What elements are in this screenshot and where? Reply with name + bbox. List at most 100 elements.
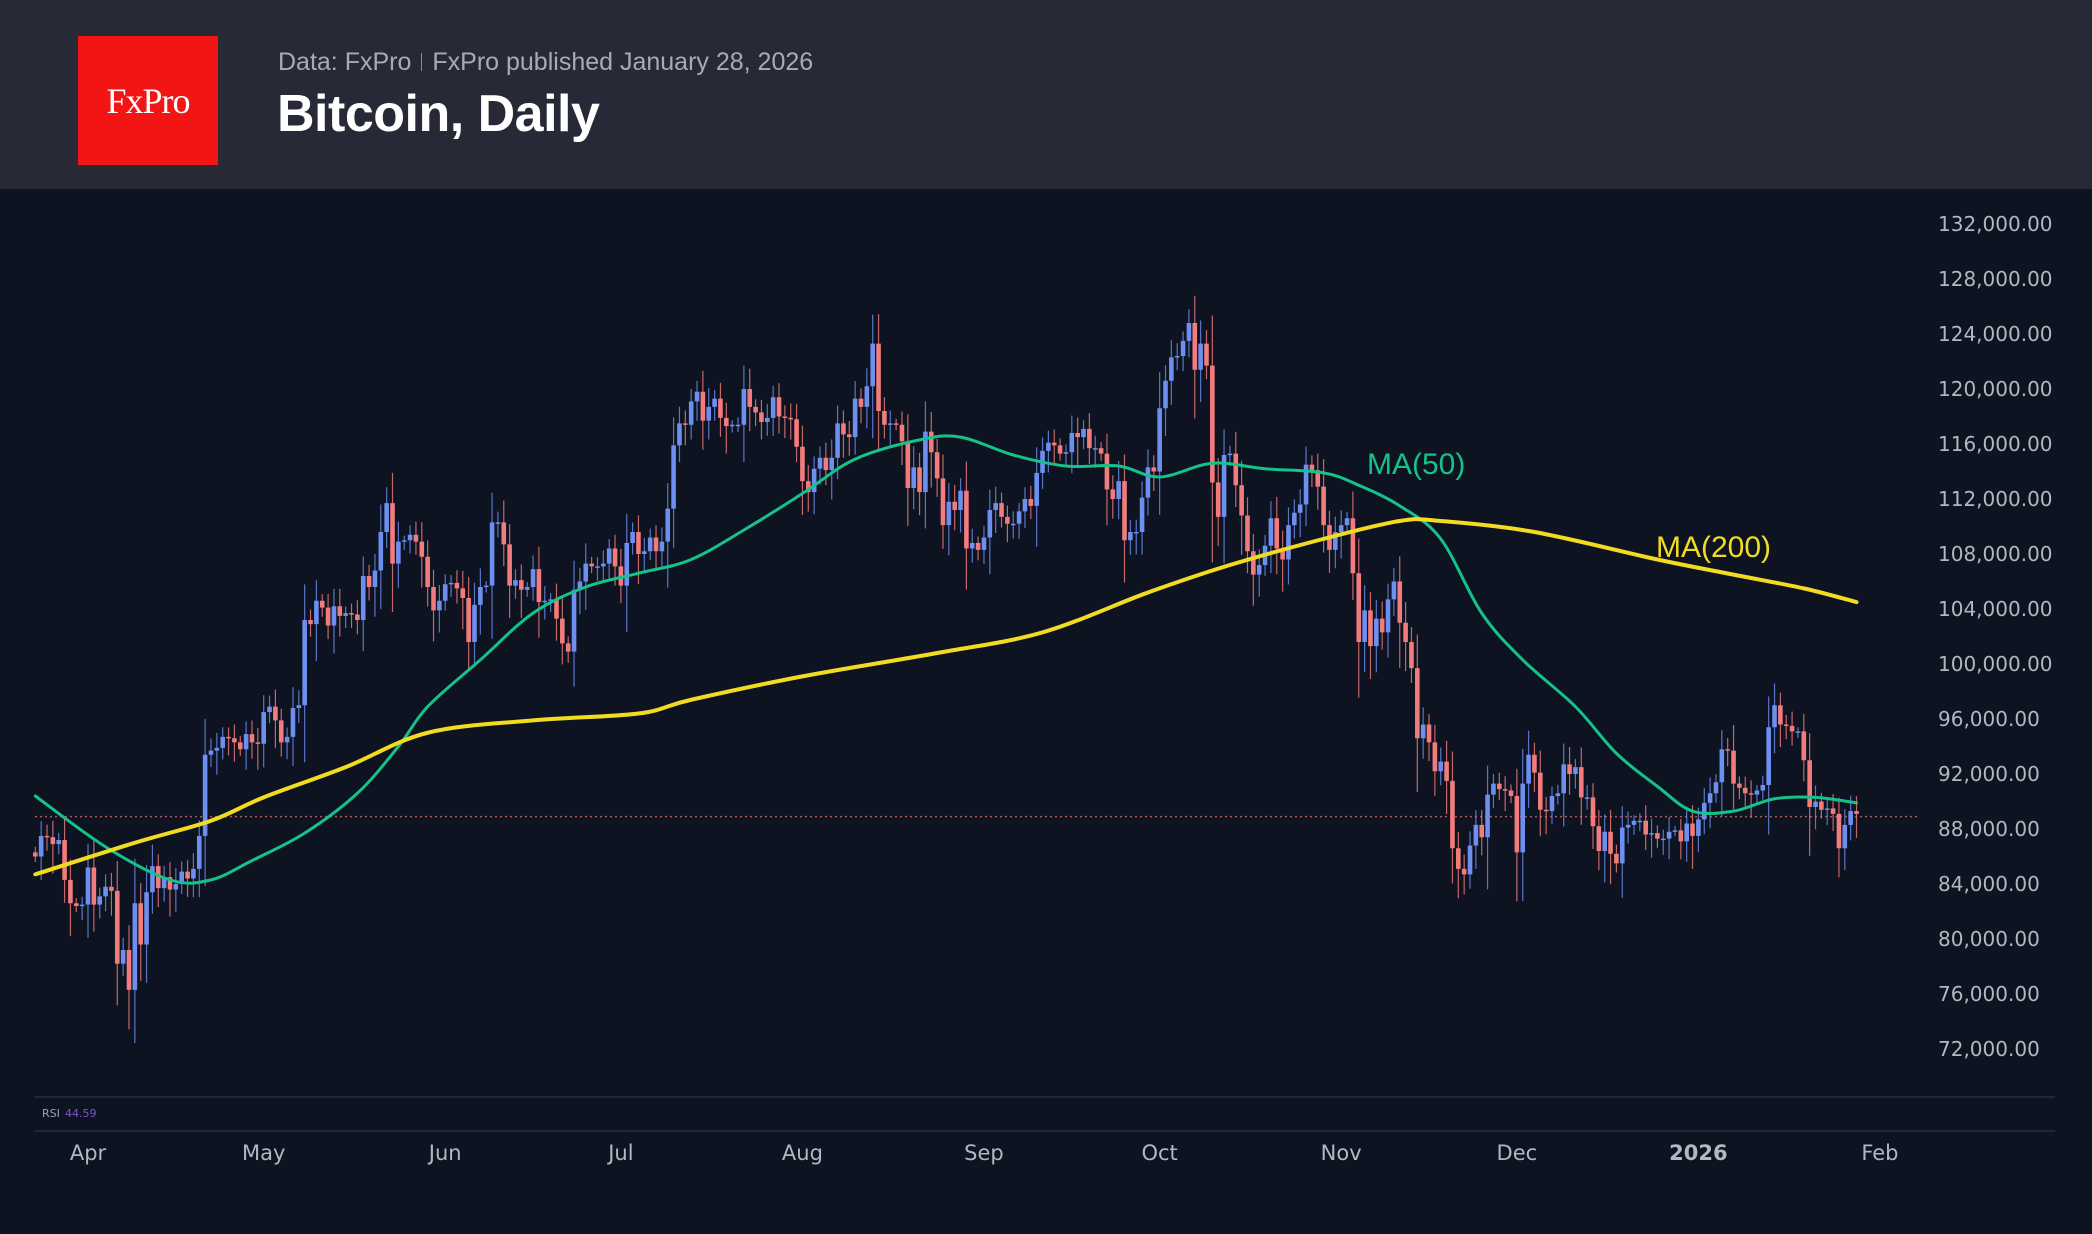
- candle-body: [1678, 830, 1684, 842]
- x-tick-label: Feb: [1861, 1141, 1898, 1165]
- candle-body: [1807, 760, 1812, 807]
- candle-body: [1666, 831, 1672, 839]
- candle-body: [1543, 809, 1549, 812]
- x-tick-label: Jul: [606, 1141, 633, 1165]
- candle-body: [729, 424, 735, 427]
- candle-body: [653, 537, 659, 552]
- candle-body: [899, 424, 905, 442]
- candle-body: [800, 446, 805, 482]
- candle-body: [1672, 830, 1678, 832]
- candle-body: [542, 600, 548, 603]
- candle-body: [267, 706, 272, 713]
- candle-body: [565, 643, 571, 652]
- candle-body: [665, 508, 671, 542]
- candle-body: [934, 452, 940, 479]
- candle-body: [103, 886, 108, 897]
- candle-body: [1584, 797, 1590, 799]
- candle-body: [1737, 783, 1742, 788]
- candle-body: [753, 406, 758, 413]
- y-tick-label: 88,000.00: [1938, 817, 2040, 841]
- rsi-value: 44.59: [65, 1107, 97, 1120]
- x-tick-label: Sep: [964, 1141, 1004, 1165]
- candle-body: [1104, 453, 1110, 490]
- candle-body: [138, 903, 144, 945]
- candle-body: [852, 398, 858, 438]
- candle-body: [911, 467, 916, 488]
- candle-body: [501, 522, 507, 545]
- candle-body: [273, 706, 278, 721]
- ma50-label: MA(50): [1367, 448, 1465, 481]
- candle-body: [770, 397, 776, 418]
- candle-body: [735, 424, 741, 427]
- candle-body: [1783, 724, 1789, 726]
- candle-body: [577, 581, 583, 590]
- candle-body: [1297, 504, 1303, 513]
- candle-body: [1379, 618, 1385, 633]
- candle-body: [226, 736, 231, 739]
- candle-body: [1180, 340, 1186, 356]
- candle-body: [478, 587, 483, 605]
- candle-body: [314, 600, 319, 625]
- x-tick-label: Oct: [1141, 1141, 1177, 1165]
- candle-body: [179, 871, 184, 884]
- candle-body: [1467, 845, 1473, 875]
- candle-body: [1022, 499, 1028, 512]
- x-tick-label: Nov: [1321, 1141, 1362, 1165]
- candle-body: [1356, 573, 1362, 642]
- candle-body: [331, 606, 337, 626]
- candle-body: [1836, 813, 1842, 849]
- published-date: FxPro published January 28, 2026: [432, 48, 814, 76]
- candle-body: [1116, 481, 1121, 499]
- candle-body: [706, 406, 712, 421]
- candle-body: [1075, 433, 1080, 438]
- candle-body: [466, 598, 471, 642]
- candle-body: [612, 548, 618, 567]
- candle-body: [278, 720, 284, 743]
- candle-body: [1274, 518, 1280, 549]
- candle-body: [811, 468, 817, 493]
- x-tick-label: 2026: [1669, 1141, 1727, 1165]
- candle-body: [1227, 453, 1233, 456]
- candle-body: [401, 540, 407, 542]
- candle-body: [1456, 848, 1461, 869]
- candle-body: [1321, 486, 1326, 526]
- candle-body: [1508, 790, 1514, 796]
- candle-body: [829, 457, 835, 471]
- candle-body: [191, 868, 196, 879]
- candle-body: [507, 544, 512, 586]
- candle-body: [677, 423, 682, 446]
- candle-body: [1748, 793, 1754, 795]
- candle-body: [237, 742, 243, 750]
- candle-body: [431, 587, 436, 611]
- candle-body: [1092, 448, 1098, 450]
- candle-body: [1795, 731, 1801, 733]
- candle-body: [325, 607, 331, 626]
- candle-body: [460, 588, 466, 598]
- candle-body: [1608, 831, 1613, 854]
- candle-body: [150, 866, 155, 893]
- candle-body: [1122, 481, 1127, 541]
- candle-body: [1415, 668, 1420, 739]
- moving-averages: [33, 434, 1859, 885]
- candle-body: [56, 840, 62, 845]
- candle-body: [68, 879, 73, 904]
- y-tick-label: 72,000.00: [1938, 1037, 2040, 1061]
- y-tick-label: 116,000.00: [1938, 432, 2053, 456]
- candle-body: [1760, 785, 1766, 791]
- candles: [32, 295, 1859, 1044]
- y-tick-label: 112,000.00: [1938, 487, 2053, 511]
- y-tick-label: 84,000.00: [1938, 872, 2040, 896]
- candle-body: [1098, 448, 1104, 454]
- candle-body: [319, 600, 325, 608]
- candle-body: [284, 736, 290, 743]
- candle-body: [513, 580, 518, 586]
- candle-body: [120, 950, 126, 964]
- x-tick-label: Aug: [782, 1141, 823, 1165]
- ma50-line: [33, 434, 1859, 885]
- candle-body: [378, 532, 384, 571]
- candle-body: [601, 563, 606, 567]
- candle-body: [419, 541, 425, 557]
- candle-body: [1444, 761, 1449, 781]
- separator: [421, 53, 423, 71]
